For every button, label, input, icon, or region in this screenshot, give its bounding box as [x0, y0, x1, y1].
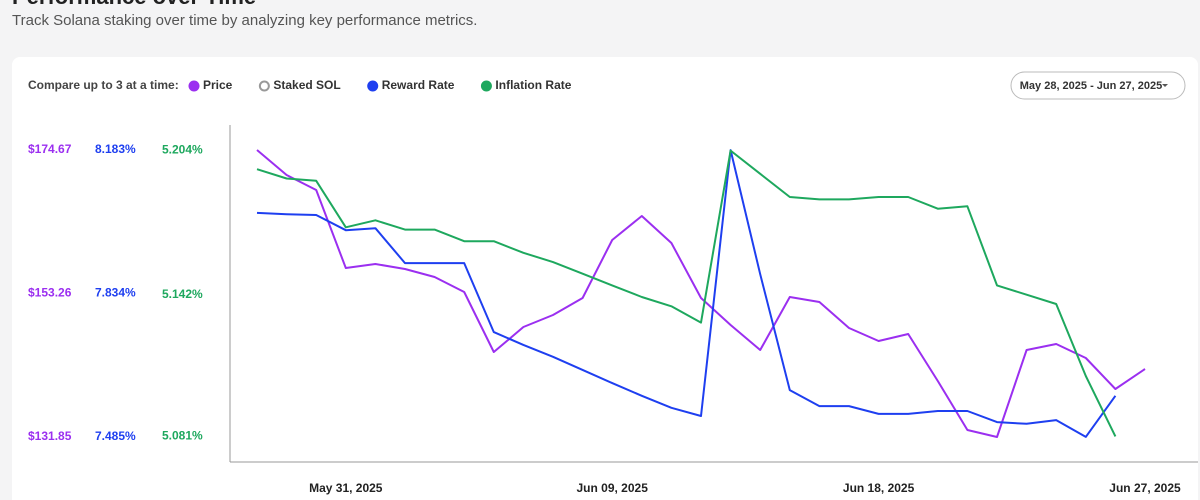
- y-tick-label: 5.081%: [162, 429, 203, 443]
- legend-dot[interactable]: [480, 80, 492, 92]
- legend-dot[interactable]: [188, 80, 200, 92]
- series-line: [256, 149, 1117, 437]
- page-subtitle: Track Solana staking over time by analyz…: [12, 12, 477, 29]
- series-line: [256, 149, 1117, 438]
- y-tick-label: 5.142%: [162, 287, 203, 301]
- date-range-text[interactable]: May 28, 2025 - Jun 27, 2025: [1020, 80, 1162, 92]
- y-tick-label: $153.26: [28, 286, 72, 300]
- card: [12, 57, 1198, 500]
- date-range-button[interactable]: May 28, 2025 - Jun 27, 2025: [1010, 71, 1186, 100]
- y-tick-label: $131.85: [28, 429, 72, 443]
- date-range-box[interactable]: [1010, 71, 1186, 100]
- y-tick-label: 5.204%: [162, 143, 203, 157]
- y-tick-label: 8.183%: [95, 142, 136, 156]
- legend-label[interactable]: Reward Rate: [382, 78, 455, 92]
- page-title: Performance over Time: [12, 0, 256, 9]
- legend-label[interactable]: Staked SOL: [273, 78, 340, 92]
- series-line: [256, 149, 1146, 438]
- y-tick-label: $174.67: [28, 142, 72, 156]
- legend-label[interactable]: Price: [203, 78, 233, 92]
- compare-label: Compare up to 3 at a time:: [28, 78, 179, 92]
- x-tick-label: Jun 09, 2025: [577, 481, 649, 495]
- x-tick-label: Jun 18, 2025: [843, 481, 915, 495]
- legend-dot[interactable]: [258, 80, 270, 92]
- caret-icon[interactable]: [1162, 84, 1168, 87]
- legend-dot[interactable]: [367, 80, 379, 92]
- legend-label[interactable]: Inflation Rate: [495, 78, 571, 92]
- x-tick-label: May 31, 2025: [309, 481, 383, 495]
- x-tick-label: Jun 27, 2025: [1109, 481, 1181, 495]
- y-tick-label: 7.485%: [95, 429, 136, 443]
- y-tick-label: 7.834%: [95, 286, 136, 300]
